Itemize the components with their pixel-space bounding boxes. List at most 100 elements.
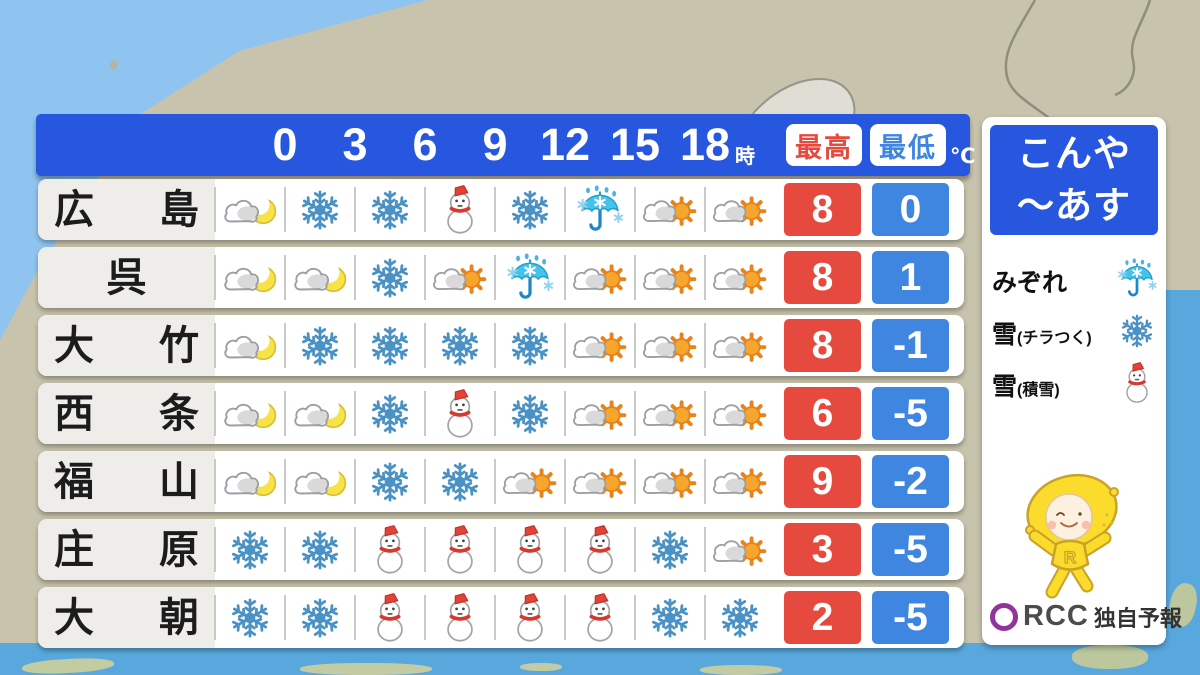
cloud-sun-icon: [494, 451, 565, 512]
forecast-source-label: 独自予報: [1093, 605, 1182, 631]
rcc-ring-icon: [990, 602, 1018, 631]
snow-icon: [354, 383, 425, 444]
cloud-sun-icon: [704, 247, 775, 308]
snow-icon: [634, 519, 705, 580]
table-row: 呉 8 1: [38, 247, 964, 308]
moon-cloud-icon: [214, 315, 285, 376]
min-temp-value: -1: [872, 319, 949, 372]
cloud-sun-icon: [564, 247, 635, 308]
max-temp-value: 2: [784, 591, 861, 644]
cloud-sun-icon: [634, 247, 705, 308]
legend-item: 雪 (積雪): [992, 359, 1158, 411]
weather-cells: [214, 451, 775, 512]
legend-label: 雪: [992, 373, 1018, 401]
snowman-icon: [354, 587, 425, 648]
moon-cloud-icon: [214, 179, 285, 240]
weather-cells: [214, 519, 775, 580]
max-temp-value: 8: [784, 183, 861, 236]
panel-title-line1: こんや: [1017, 133, 1131, 175]
forecast-table: 広島 8 0 呉 8 1 大竹 8 -1 西条 6 -5 福山 9 -2 庄原 …: [38, 179, 964, 649]
city-label: 福山: [38, 451, 215, 512]
min-temp-value: -5: [872, 523, 949, 576]
map-island: [520, 663, 562, 671]
snow-icon: [494, 179, 565, 240]
city-label: 庄原: [38, 519, 215, 580]
min-temp-value: -5: [872, 387, 949, 440]
hour-label-18: 18: [679, 119, 731, 170]
legend-item: みぞれ: [992, 255, 1158, 307]
snowman-icon: [354, 519, 425, 580]
city-label: 大竹: [38, 315, 215, 376]
table-row: 西条 6 -5: [38, 383, 964, 444]
snow-icon: [424, 451, 495, 512]
snow-icon: [704, 587, 775, 648]
legend-sub-label: (チラつく): [1017, 330, 1092, 347]
legend-sub-label: (積雪): [1017, 382, 1060, 399]
cloud-sun-icon: [564, 451, 635, 512]
min-temp-value: 1: [872, 251, 949, 304]
legend-item: 雪 (チラつく): [992, 307, 1158, 359]
sleet-icon: [494, 247, 565, 308]
snow-icon: [214, 587, 285, 648]
cloud-sun-icon: [634, 383, 705, 444]
snow-icon: [494, 315, 565, 376]
city-label: 西条: [38, 383, 215, 444]
snow-icon: [284, 587, 355, 648]
snow-icon: [424, 315, 495, 376]
snow-icon: [354, 179, 425, 240]
table-row: 大竹 8 -1: [38, 315, 964, 376]
cloud-sun-icon: [704, 519, 775, 580]
max-temp-value: 9: [784, 455, 861, 508]
cloud-sun-icon: [634, 451, 705, 512]
snow-icon: [284, 315, 355, 376]
moon-cloud-icon: [284, 247, 355, 308]
celsius-unit-label: ℃: [950, 145, 976, 168]
map-island: [1072, 645, 1148, 669]
sleet-icon: [564, 179, 635, 240]
mascot-character: R: [1025, 473, 1119, 599]
city-label: 呉: [38, 247, 215, 308]
snow-icon: [354, 247, 425, 308]
snowman-icon: [424, 587, 495, 648]
broadcaster-logo: RCC 独自予報: [990, 600, 1182, 633]
snowman-icon: [564, 587, 635, 648]
table-row: 福山 9 -2: [38, 451, 964, 512]
map-island: [700, 665, 782, 675]
snow-icon: [214, 519, 285, 580]
weather-legend: みぞれ 雪 (チラつく) 雪 (積雪): [992, 255, 1158, 411]
min-temp-value: -5: [872, 591, 949, 644]
snowman-icon: [494, 519, 565, 580]
moon-cloud-icon: [284, 451, 355, 512]
min-temp-value: 0: [872, 183, 949, 236]
max-temp-value: 3: [784, 523, 861, 576]
min-temp-value: -2: [872, 455, 949, 508]
moon-cloud-icon: [284, 383, 355, 444]
cloud-sun-icon: [704, 383, 775, 444]
cloud-sun-icon: [704, 315, 775, 376]
weather-cells: [214, 247, 775, 308]
max-temp-value: 8: [784, 319, 861, 372]
rcc-logo-text: RCC: [1023, 600, 1089, 632]
weather-cells: [214, 179, 775, 240]
max-temp-header-badge: 最高: [786, 124, 862, 166]
moon-cloud-icon: [214, 451, 285, 512]
snow-icon: [284, 519, 355, 580]
map-sea-south: [0, 643, 1200, 675]
cloud-sun-icon: [704, 451, 775, 512]
hour-label-15: 15: [609, 119, 661, 170]
hour-label-6: 6: [412, 119, 438, 170]
snow-icon: [284, 179, 355, 240]
snowman-icon: [1116, 362, 1158, 409]
weather-cells: [214, 315, 775, 376]
table-row: 大朝 2 -5: [38, 587, 964, 648]
hour-label-3: 3: [342, 119, 368, 170]
map-islet: [110, 60, 118, 70]
snow-icon: [354, 315, 425, 376]
cloud-sun-icon: [424, 247, 495, 308]
cloud-sun-icon: [564, 315, 635, 376]
table-row: 広島 8 0: [38, 179, 964, 240]
snow-icon: [634, 587, 705, 648]
weather-cells: [214, 587, 775, 648]
weather-cells: [214, 383, 775, 444]
